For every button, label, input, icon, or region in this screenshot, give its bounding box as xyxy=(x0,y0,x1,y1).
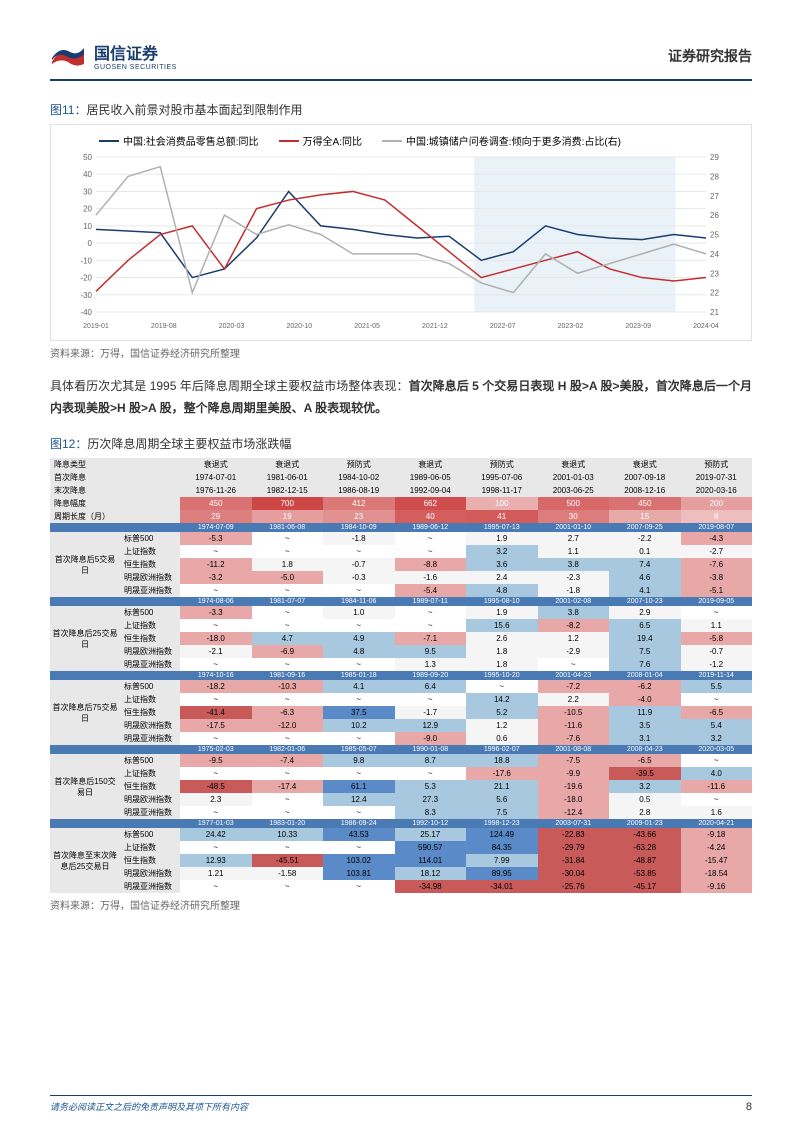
company-name-cn: 国信证券 xyxy=(94,40,177,64)
fig11-chart: 中国:社会消费品零售总额:同比万得全A:同比中国:城镇储户问卷调查:倾向于更多消… xyxy=(50,124,752,341)
svg-text:2019-01: 2019-01 xyxy=(83,323,109,330)
page-footer: 请务必阅读正文之后的免责声明及其项下所有内容 8 xyxy=(50,1095,752,1113)
svg-text:23: 23 xyxy=(710,269,719,278)
svg-text:2023-09: 2023-09 xyxy=(625,323,651,330)
svg-text:2024-04: 2024-04 xyxy=(693,323,719,330)
svg-text:2019-08: 2019-08 xyxy=(151,323,177,330)
svg-text:22: 22 xyxy=(710,289,719,298)
svg-text:0: 0 xyxy=(88,239,93,248)
svg-text:28: 28 xyxy=(710,172,719,181)
svg-text:2023-02: 2023-02 xyxy=(558,323,584,330)
fig11-source: 资料来源：万得，国信证券经济研究所整理 xyxy=(50,345,752,360)
svg-text:30: 30 xyxy=(83,187,92,196)
svg-text:-30: -30 xyxy=(80,291,92,300)
svg-text:-10: -10 xyxy=(80,256,92,265)
svg-text:50: 50 xyxy=(83,153,92,162)
svg-text:2021-05: 2021-05 xyxy=(354,323,380,330)
footer-disclaimer: 请务必阅读正文之后的免责声明及其项下所有内容 xyxy=(50,1100,248,1113)
svg-text:40: 40 xyxy=(83,170,92,179)
logo-icon xyxy=(50,44,86,68)
fig12-table: 降息类型衰退式衰退式预防式衰退式预防式衰退式衰退式预防式首次降息1974-07-… xyxy=(50,458,752,893)
svg-text:27: 27 xyxy=(710,192,719,201)
fig12-title: 图12：历次降息周期全球主要权益市场涨跌幅 xyxy=(50,435,752,452)
svg-text:29: 29 xyxy=(710,153,719,162)
svg-text:24: 24 xyxy=(710,250,719,259)
svg-text:21: 21 xyxy=(710,308,719,317)
body-paragraph: 具体看历次尤其是 1995 年后降息周期全球主要权益市场整体表现：首次降息后 5… xyxy=(50,376,752,419)
company-logo: 国信证券 GUOSEN SECURITIES xyxy=(50,40,177,71)
svg-text:-20: -20 xyxy=(80,274,92,283)
fig11-title: 图11：居民收入前景对股市基本面起到限制作用 xyxy=(50,101,752,118)
report-type: 证券研究报告 xyxy=(668,46,752,66)
svg-text:2021-12: 2021-12 xyxy=(422,323,448,330)
page-number: 8 xyxy=(746,1101,752,1113)
svg-text:10: 10 xyxy=(83,222,92,231)
svg-text:20: 20 xyxy=(83,205,92,214)
fig12-source: 资料来源：万得，国信证券经济研究所整理 xyxy=(50,897,752,912)
svg-text:2020-03: 2020-03 xyxy=(219,323,245,330)
svg-text:2022-07: 2022-07 xyxy=(490,323,516,330)
svg-text:-40: -40 xyxy=(80,308,92,317)
svg-text:26: 26 xyxy=(710,211,719,220)
svg-text:25: 25 xyxy=(710,231,719,240)
line-chart: -40 -30 -20 -10 0 10 20 30 40 50 21 22 23 24 25 26 27 28 2… xyxy=(59,152,743,332)
company-name-en: GUOSEN SECURITIES xyxy=(94,64,177,71)
page-header: 国信证券 GUOSEN SECURITIES 证券研究报告 xyxy=(50,40,752,81)
svg-text:2020-10: 2020-10 xyxy=(286,323,312,330)
fig11-legend: 中国:社会消费品零售总额:同比万得全A:同比中国:城镇储户问卷调查:倾向于更多消… xyxy=(59,133,743,148)
